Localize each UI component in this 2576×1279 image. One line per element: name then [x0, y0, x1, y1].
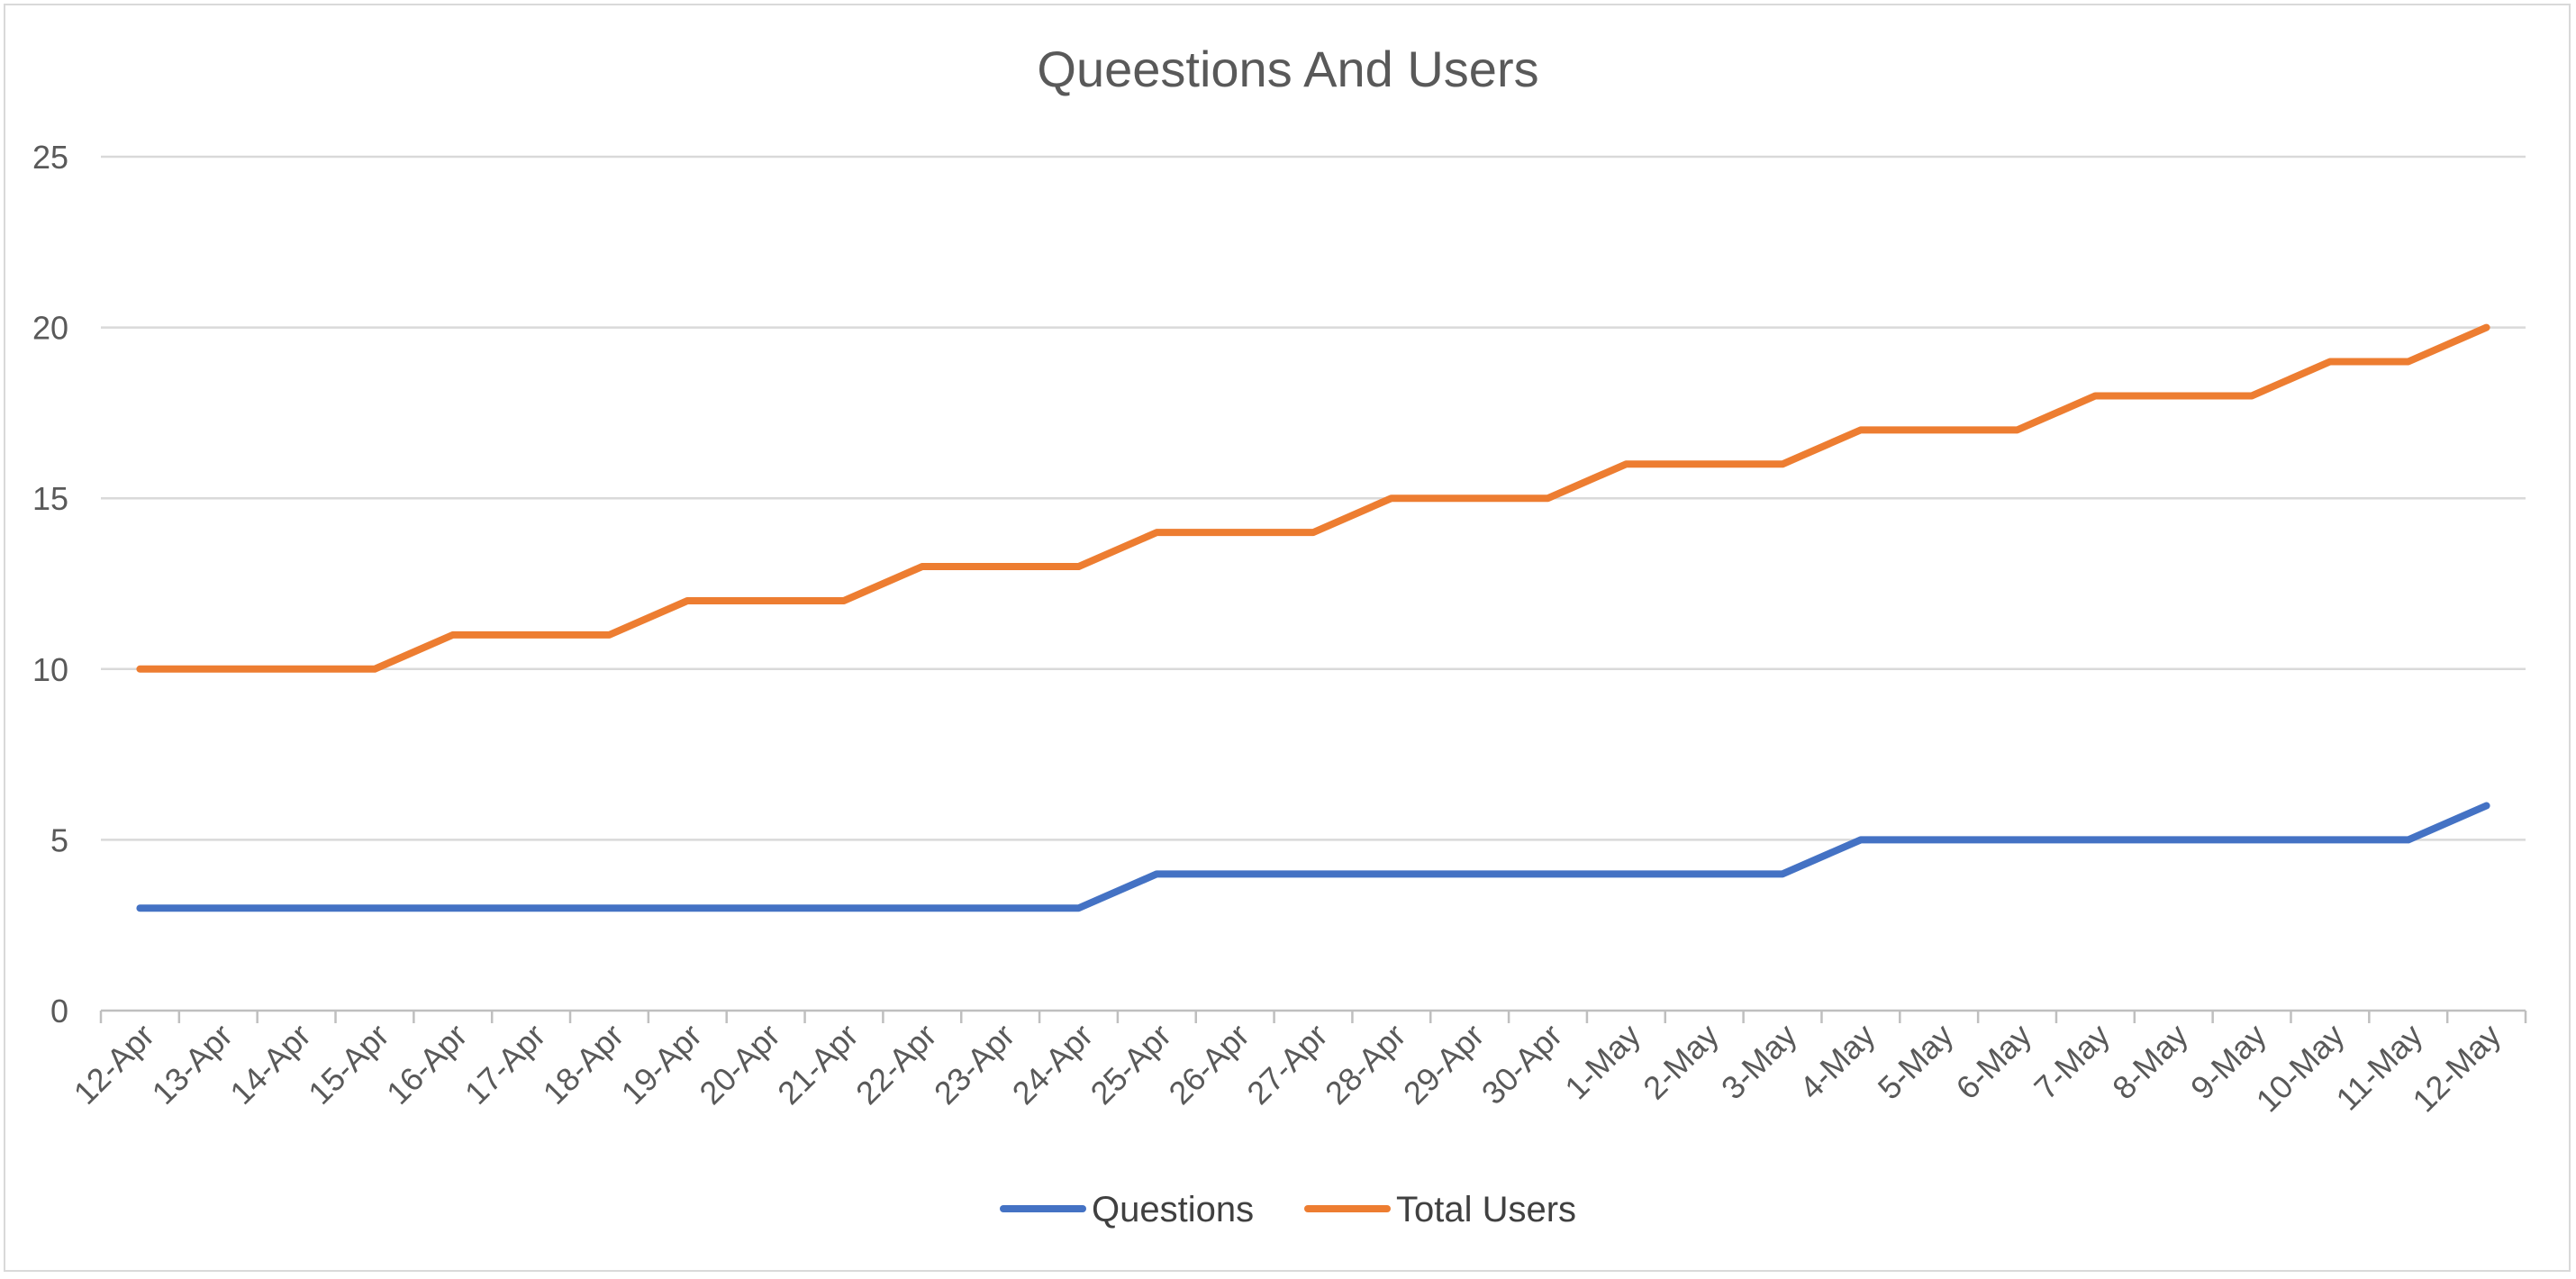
chart-container — [4, 4, 2571, 1272]
x-tick-label: 1-May — [1557, 1017, 1647, 1107]
x-tick-label: 23-Apr — [927, 1017, 1021, 1111]
legend-label: Total Users — [1396, 1190, 1576, 1229]
x-tick-label: 17-Apr — [458, 1017, 552, 1111]
x-tick-label: 13-Apr — [145, 1017, 240, 1111]
x-tick-label: 7-May — [2027, 1017, 2117, 1107]
y-tick-label: 25 — [32, 139, 68, 176]
x-tick-label: 8-May — [2105, 1017, 2195, 1107]
legend: Questions Total Users — [1000, 1190, 1576, 1229]
series-questions — [136, 802, 2490, 912]
x-axis-labels: 12-Apr13-Apr14-Apr15-Apr16-Apr17-Apr18-A… — [67, 1017, 2508, 1120]
x-tick-label: 26-Apr — [1161, 1017, 1256, 1111]
chart-title: Queestions And Users — [1037, 41, 1538, 97]
x-tick-label: 10-May — [2249, 1017, 2352, 1120]
x-tick-label: 5-May — [1871, 1017, 1961, 1107]
x-tick-label: 4-May — [1792, 1017, 1882, 1107]
series-total-users — [136, 323, 2490, 673]
y-tick-label: 10 — [32, 651, 68, 688]
x-axis — [99, 1009, 2527, 1023]
x-tick-label: 2-May — [1636, 1017, 1726, 1107]
legend-item: Total Users — [1304, 1190, 1576, 1229]
x-tick-label: 12-May — [2405, 1017, 2508, 1120]
x-tick-label: 15-Apr — [301, 1017, 395, 1111]
series-lines — [136, 323, 2490, 912]
y-tick-label: 5 — [50, 821, 68, 858]
x-tick-label: 30-Apr — [1474, 1017, 1569, 1111]
y-tick-label: 0 — [50, 993, 68, 1030]
x-tick-label: 29-Apr — [1396, 1017, 1491, 1111]
x-tick-label: 18-Apr — [536, 1017, 630, 1111]
x-tick-label: 16-Apr — [379, 1017, 474, 1111]
legend-label: Questions — [1092, 1190, 1254, 1229]
legend-item: Questions — [1000, 1190, 1254, 1229]
x-tick-label: 6-May — [1948, 1017, 2038, 1107]
y-axis: 0 5 10 15 20 25 — [32, 139, 68, 1030]
x-tick-label: 21-Apr — [770, 1017, 865, 1111]
x-tick-label: 19-Apr — [614, 1017, 709, 1111]
x-tick-label: 28-Apr — [1318, 1017, 1412, 1111]
y-tick-label: 20 — [32, 310, 68, 347]
x-tick-label: 12-Apr — [67, 1017, 161, 1111]
x-tick-label: 3-May — [1714, 1017, 1804, 1107]
x-tick-label: 27-Apr — [1239, 1017, 1334, 1111]
x-tick-label: 14-Apr — [222, 1017, 317, 1111]
x-tick-label: 20-Apr — [692, 1017, 786, 1111]
x-tick-label: 22-Apr — [848, 1017, 943, 1111]
y-tick-label: 15 — [32, 480, 68, 517]
x-tick-label: 24-Apr — [1005, 1017, 1100, 1111]
x-tick-label: 25-Apr — [1084, 1017, 1178, 1111]
gridlines — [101, 155, 2526, 841]
series-line — [136, 802, 2490, 912]
